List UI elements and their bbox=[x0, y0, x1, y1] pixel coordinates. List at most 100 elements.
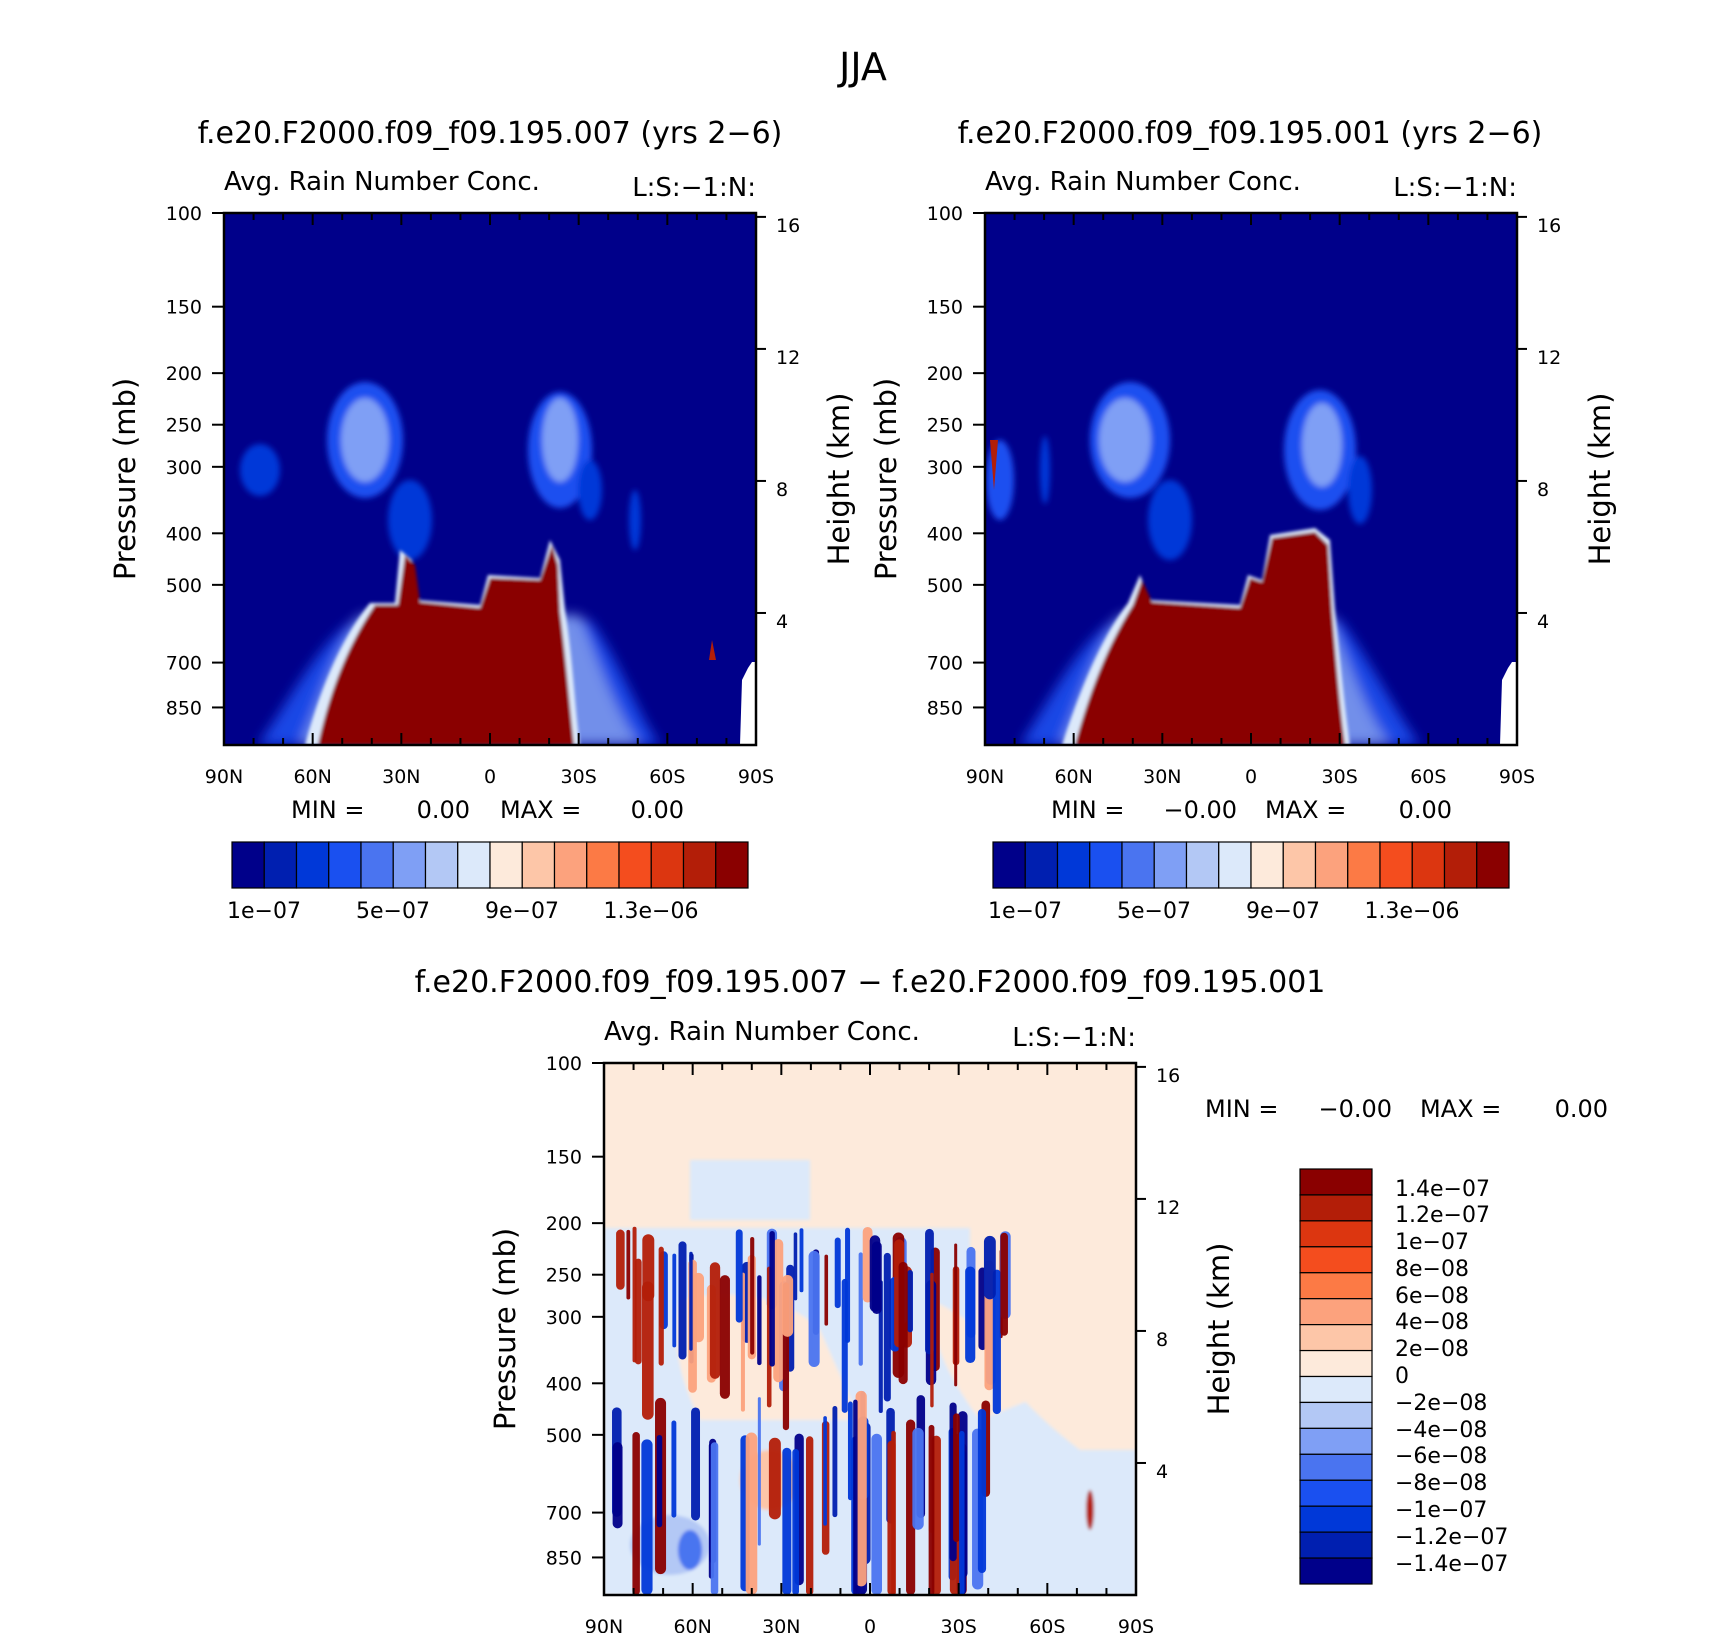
colorbar-box bbox=[424, 841, 459, 889]
x-tick-label: 60N bbox=[673, 1616, 711, 1633]
x-tick-label: 90S bbox=[1499, 766, 1535, 788]
colorbar-box bbox=[1299, 1505, 1373, 1533]
difference-streak bbox=[781, 1274, 794, 1337]
x-tick-label: 60S bbox=[1410, 766, 1446, 788]
contour-field bbox=[604, 1063, 1136, 1595]
x-tick-label: 0 bbox=[484, 766, 496, 788]
max-value: 0.00 bbox=[1399, 796, 1452, 824]
colorbar-label: −1.2e−07 bbox=[1395, 1525, 1508, 1550]
difference-streak bbox=[871, 1433, 883, 1595]
colorbar-box bbox=[1299, 1194, 1373, 1222]
panel-007: f.e20.F2000.f09_f09.195.007 (yrs 2−6) Av… bbox=[108, 116, 856, 924]
y-tick-label: 850 bbox=[166, 697, 202, 719]
colorbar-box bbox=[992, 841, 1026, 889]
y-tick-label: 100 bbox=[546, 1053, 582, 1075]
difference-streak bbox=[642, 1281, 654, 1420]
y-tick-label: 850 bbox=[927, 697, 963, 719]
colorbar-label: −8e−08 bbox=[1395, 1471, 1487, 1496]
colorbar-box bbox=[1299, 1375, 1373, 1404]
difference-streak bbox=[782, 1447, 792, 1595]
y-tick-label: 500 bbox=[166, 575, 202, 597]
x-tick-label: 90S bbox=[1118, 1616, 1154, 1633]
colorbar-box bbox=[263, 841, 298, 889]
difference-streak bbox=[823, 1416, 827, 1526]
colorbar-box bbox=[489, 841, 523, 889]
max-label: MAX = bbox=[1265, 796, 1346, 824]
difference-streak bbox=[626, 1229, 631, 1300]
y-tick-label: 200 bbox=[546, 1213, 582, 1235]
colorbar-box bbox=[521, 841, 556, 889]
y-tick-label: 100 bbox=[166, 203, 202, 225]
panel-subtitle: Avg. Rain Number Conc. bbox=[224, 167, 540, 197]
difference-streak bbox=[719, 1275, 730, 1399]
colorbar-label: 9e−07 bbox=[1246, 899, 1320, 924]
difference-streak bbox=[965, 1266, 976, 1364]
colorbar-label: 1.4e−07 bbox=[1395, 1177, 1490, 1202]
panel-title: f.e20.F2000.f09_f09.195.007 − f.e20.F200… bbox=[415, 965, 1326, 1000]
difference-streak bbox=[858, 1252, 863, 1366]
difference-streak bbox=[768, 1437, 781, 1520]
colorbar-label: 9e−07 bbox=[485, 899, 559, 924]
x-tick-label: 60N bbox=[1054, 766, 1092, 788]
difference-streak bbox=[671, 1420, 677, 1518]
colorbar-label: 1e−07 bbox=[1395, 1230, 1469, 1255]
panel-title: f.e20.F2000.f09_f09.195.001 (yrs 2−6) bbox=[958, 116, 1543, 151]
y-axis-right-label: Height (km) bbox=[1202, 1243, 1236, 1416]
difference-streak bbox=[612, 1442, 623, 1529]
colorbar-box bbox=[1299, 1272, 1373, 1300]
y-right-tick-label: 12 bbox=[1156, 1197, 1180, 1219]
panel-subtitle: Avg. Rain Number Conc. bbox=[985, 167, 1301, 197]
difference-streak bbox=[977, 1408, 987, 1574]
colorbar-box bbox=[1299, 1453, 1373, 1481]
min-value: −0.00 bbox=[1163, 796, 1237, 824]
colorbar-box bbox=[682, 841, 717, 889]
y-tick-label: 400 bbox=[927, 523, 963, 545]
colorbar-box bbox=[1299, 1531, 1373, 1559]
difference-streak bbox=[799, 1228, 804, 1293]
colorbar-label: −1e−07 bbox=[1395, 1498, 1487, 1523]
colorbar-box bbox=[1299, 1324, 1373, 1352]
colorbar-box bbox=[586, 841, 620, 889]
difference-streak bbox=[672, 1253, 677, 1348]
x-tick-label: 90S bbox=[738, 766, 774, 788]
min-label: MIN = bbox=[1205, 1095, 1278, 1123]
y-tick-label: 250 bbox=[927, 415, 963, 437]
difference-streak bbox=[855, 1390, 867, 1587]
panel-difference: f.e20.F2000.f09_f09.195.007 − f.e20.F200… bbox=[415, 965, 1608, 1633]
colorbar-box bbox=[1314, 841, 1349, 889]
colorbar-label: 6e−08 bbox=[1395, 1284, 1469, 1309]
y-right-tick-label: 4 bbox=[1537, 611, 1549, 633]
difference-streak bbox=[834, 1237, 841, 1309]
tick-marks bbox=[212, 212, 766, 745]
colorbar-box bbox=[1056, 841, 1091, 889]
colorbar-box bbox=[1299, 1427, 1373, 1455]
y-tick-label: 150 bbox=[927, 297, 963, 319]
colorbar-label: 0 bbox=[1395, 1364, 1409, 1389]
colorbar-box bbox=[360, 841, 394, 889]
difference-streak bbox=[983, 1235, 996, 1300]
difference-streak bbox=[757, 1397, 761, 1546]
y-axis-right-label: Height (km) bbox=[822, 393, 856, 566]
panel-001: f.e20.F2000.f09_f09.195.001 (yrs 2−6) Av… bbox=[869, 116, 1617, 924]
difference-streak bbox=[689, 1251, 693, 1351]
x-tick-label: 0 bbox=[864, 1616, 876, 1633]
x-tick-label: 30N bbox=[762, 1616, 800, 1633]
difference-streak bbox=[641, 1439, 653, 1595]
colorbar-label: 1.3e−06 bbox=[1365, 899, 1460, 924]
difference-streak bbox=[678, 1241, 687, 1360]
min-label: MIN = bbox=[1051, 796, 1124, 824]
y-tick-label: 200 bbox=[927, 363, 963, 385]
colorbar-box bbox=[715, 841, 749, 889]
difference-streak bbox=[808, 1250, 820, 1367]
x-tick-label: 60S bbox=[1029, 1616, 1065, 1633]
difference-streak bbox=[930, 1272, 934, 1408]
difference-streak bbox=[878, 1280, 883, 1414]
colorbar-label: −1.4e−07 bbox=[1395, 1552, 1508, 1577]
panel-title: f.e20.F2000.f09_f09.195.007 (yrs 2−6) bbox=[198, 116, 783, 151]
y-axis-label: Pressure (mb) bbox=[869, 378, 903, 580]
colorbar-box bbox=[1411, 841, 1446, 889]
difference-streak bbox=[912, 1427, 924, 1530]
panel-subtitle: Avg. Rain Number Conc. bbox=[604, 1017, 920, 1047]
colorbar-box bbox=[1089, 841, 1123, 889]
difference-streak bbox=[745, 1432, 758, 1595]
